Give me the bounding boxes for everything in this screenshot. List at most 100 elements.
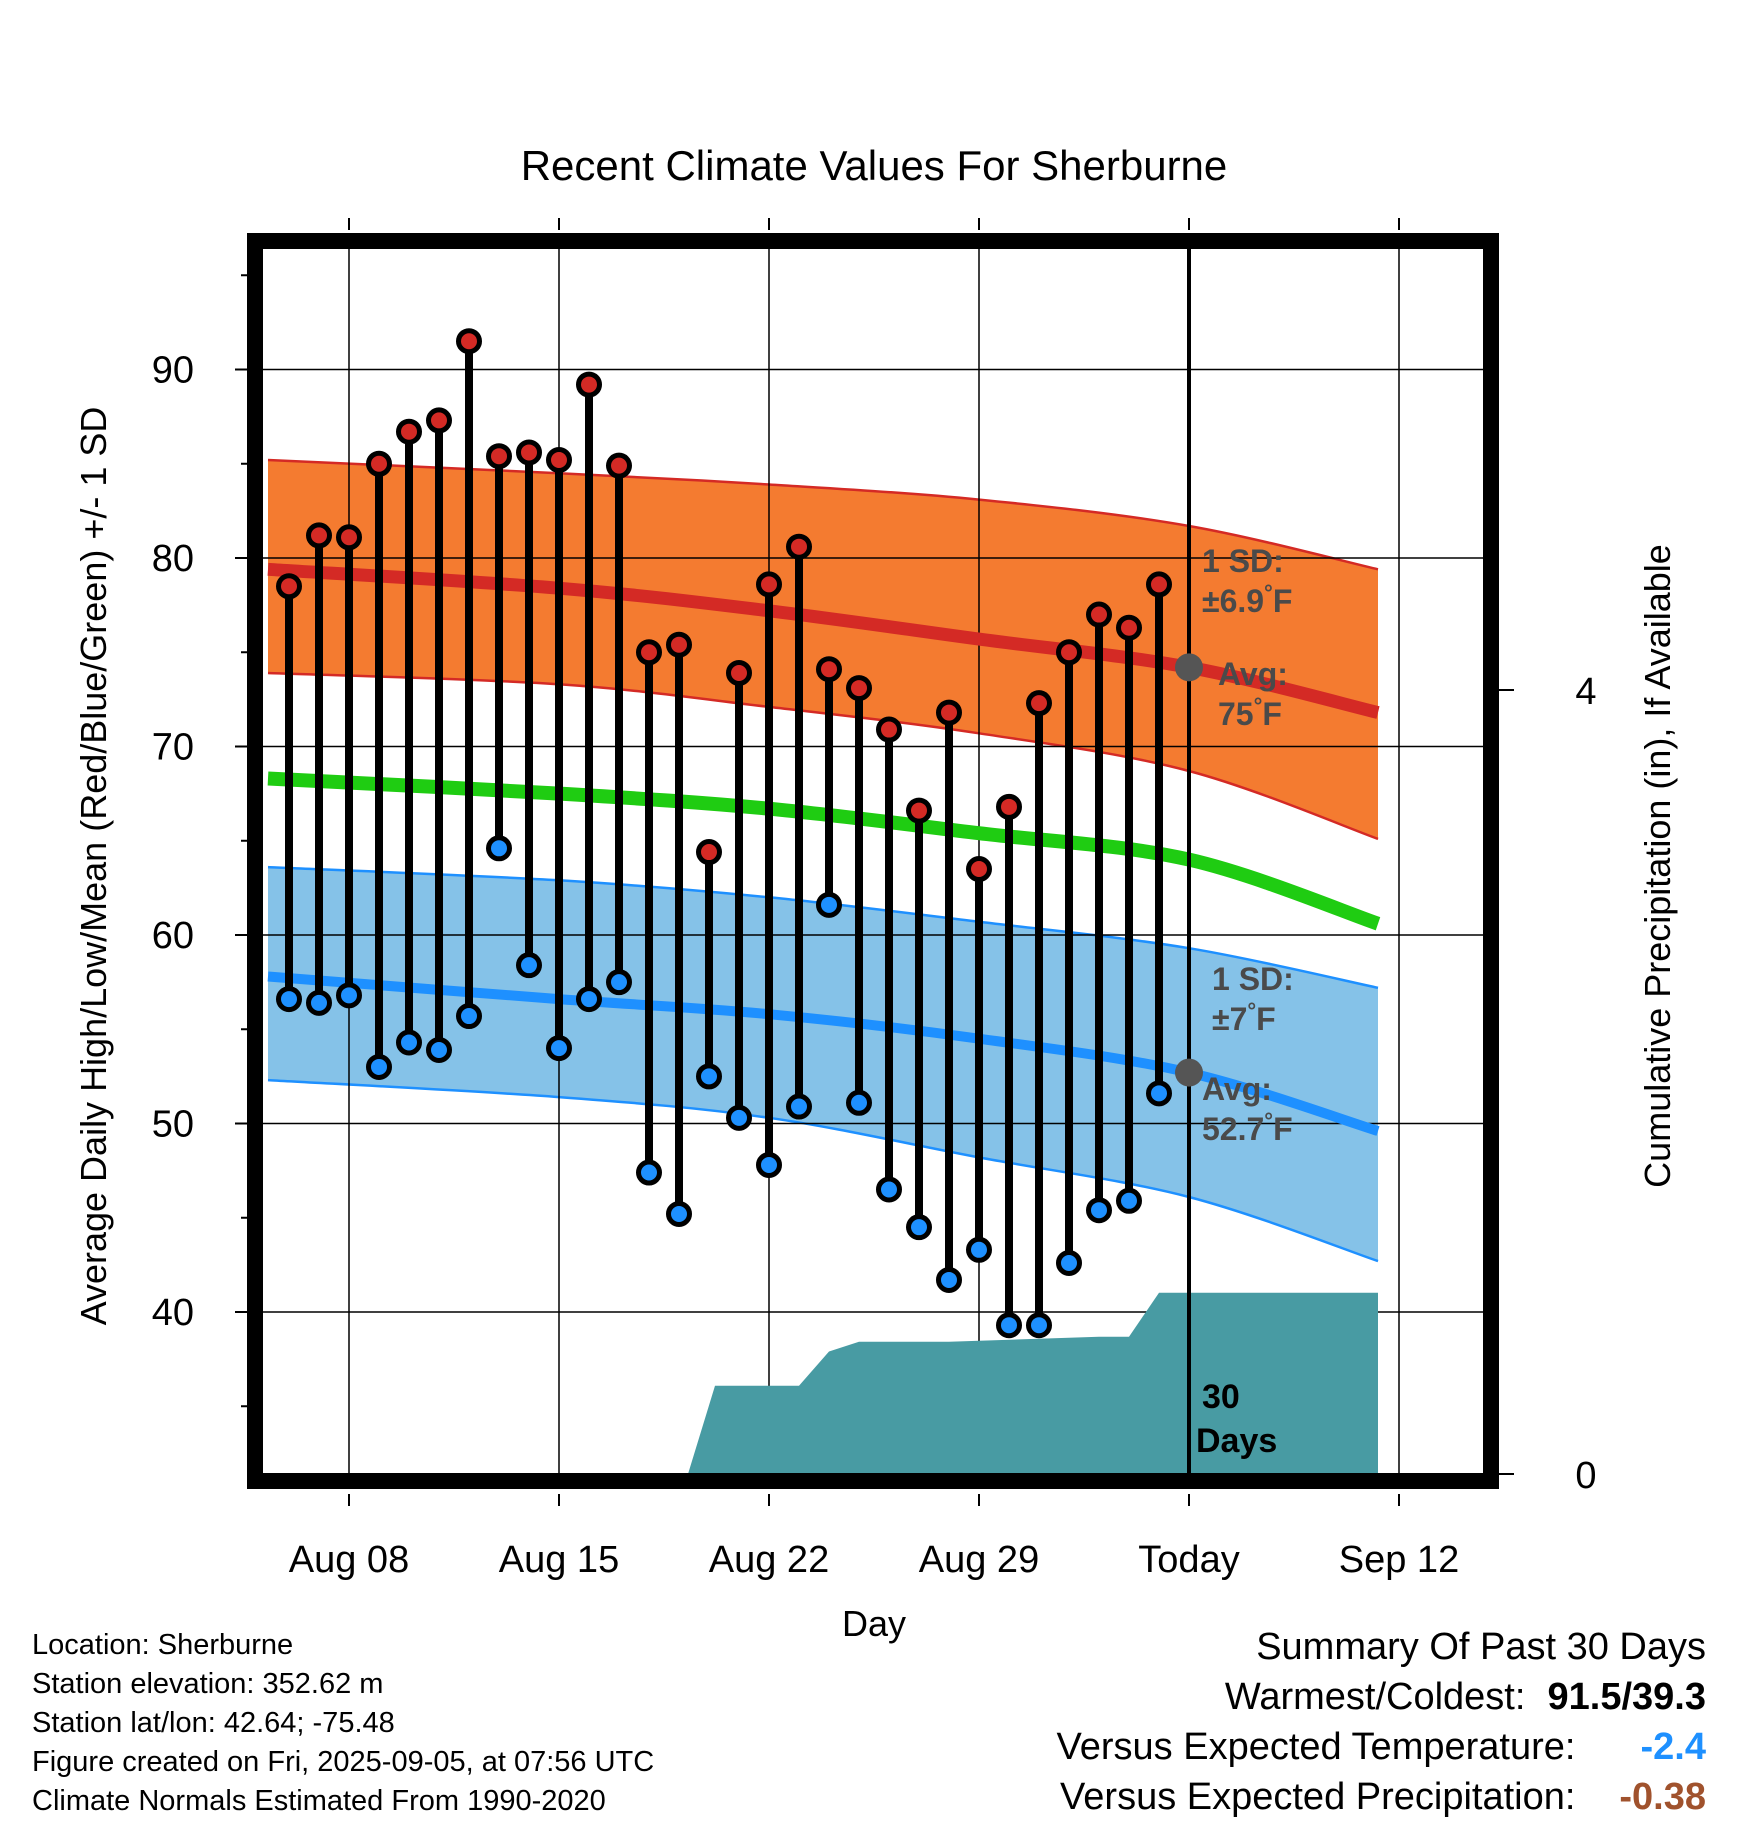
daily-high-point — [606, 452, 632, 479]
station-latlon: Station lat/lon: 42.64; -75.48 — [32, 1707, 395, 1739]
daily-low-point — [576, 986, 602, 1013]
daily-high-point — [816, 656, 842, 683]
y-tick-label: 40 — [152, 1292, 194, 1334]
warm-cold-row: Warmest/Coldest: 91.5/39.3 — [1057, 1672, 1706, 1722]
daily-low-point — [786, 1093, 812, 1120]
daily-low-point — [396, 1029, 422, 1056]
warm-cold-value: 91.5/39.3 — [1547, 1676, 1706, 1718]
station-location: Location: Sherburne — [32, 1629, 294, 1661]
daily-high-point — [996, 793, 1022, 820]
y-tick-label: 80 — [152, 538, 194, 580]
x-tick-label: Sep 12 — [1339, 1539, 1459, 1581]
daily-low-point — [906, 1214, 932, 1241]
daily-high-point — [456, 328, 482, 355]
daily-high-point — [426, 407, 452, 434]
x-tick-label: Aug 08 — [289, 1539, 409, 1581]
daily-high-point — [966, 856, 992, 883]
daily-high-point — [576, 371, 602, 398]
climate-normals-note: Climate Normals Estimated From 1990-2020 — [32, 1785, 606, 1817]
normal-mean-line — [267, 771, 1381, 931]
daily-high-point — [696, 839, 722, 866]
today-high-avg-marker — [1175, 653, 1203, 682]
precip-label: Versus Expected Precipitation: — [1060, 1776, 1576, 1818]
daily-high-point — [306, 522, 332, 549]
daily-low-point — [366, 1053, 392, 1080]
daily-high-point — [666, 631, 692, 658]
daily-low-point — [1146, 1080, 1172, 1107]
days-label-number: 30 — [1202, 1378, 1240, 1416]
y2-tick-label: 4 — [1575, 671, 1596, 713]
high-sd-lower-line — [267, 671, 1379, 841]
x-tick-label: Aug 22 — [709, 1539, 829, 1581]
daily-high-point — [1086, 601, 1112, 628]
low-sd-upper-line — [267, 865, 1379, 990]
daily-high-point — [786, 533, 812, 560]
daily-high-point — [486, 443, 512, 470]
low-sd-band — [268, 867, 1378, 1262]
daily-low-point — [966, 1236, 992, 1263]
daily-high-point — [876, 716, 902, 743]
station-info: Location: Sherburne Station elevation: 3… — [32, 1626, 654, 1821]
high-sd-annotation-line2: ±6.9°F — [1202, 580, 1292, 619]
daily-low-point — [426, 1036, 452, 1063]
daily-low-point — [816, 891, 842, 918]
x-axis-label: Day — [842, 1603, 906, 1644]
daily-low-point — [936, 1266, 962, 1293]
high-sd-annotation-line1: 1 SD: — [1202, 543, 1284, 579]
daily-high-point — [1026, 690, 1052, 717]
daily-high-point — [276, 573, 302, 600]
y-tick-label: 70 — [152, 727, 194, 769]
daily-low-point — [456, 1003, 482, 1030]
high-sd-upper-line — [267, 458, 1379, 571]
y2-axis-label: Cumulative Precipitation (in), If Availa… — [1637, 544, 1678, 1188]
normal-low-line — [267, 971, 1380, 1136]
plot-frame — [247, 233, 1499, 1489]
daily-low-point — [846, 1089, 872, 1116]
daily-high-point — [756, 571, 782, 598]
warm-cold-label: Warmest/Coldest: — [1224, 1676, 1526, 1718]
daily-low-point — [336, 982, 362, 1009]
temp-label: Versus Expected Temperature: — [1056, 1726, 1576, 1768]
temp-row: Versus Expected Temperature: -2.4 — [1057, 1722, 1706, 1772]
daily-low-point — [876, 1176, 902, 1203]
precip-row: Versus Expected Precipitation: -0.38 — [1057, 1772, 1706, 1822]
daily-low-point — [516, 952, 542, 979]
daily-low-point — [756, 1151, 782, 1178]
daily-high-point — [726, 659, 752, 686]
daily-high-point — [846, 675, 872, 702]
daily-high-point — [1146, 571, 1172, 598]
daily-high-point — [516, 439, 542, 466]
today-low-avg-marker — [1175, 1058, 1203, 1087]
daily-low-point — [1026, 1312, 1052, 1339]
daily-high-point — [936, 699, 962, 726]
precip-area — [688, 1292, 1378, 1474]
daily-low-point — [546, 1035, 572, 1062]
y2-tick-label: 0 — [1575, 1455, 1596, 1497]
daily-high-point — [366, 450, 392, 477]
low-avg-annotation-line1: Avg: — [1202, 1071, 1272, 1107]
days-label-word: Days — [1196, 1422, 1277, 1460]
daily-low-point — [666, 1200, 692, 1227]
high-avg-annotation-line2: 75°F — [1218, 693, 1282, 732]
daily-low-point — [1116, 1187, 1142, 1214]
summary-panel: Summary Of Past 30 Days Warmest/Coldest:… — [1057, 1622, 1706, 1822]
chart-title: Recent Climate Values For Sherburne — [521, 142, 1228, 189]
daily-low-point — [636, 1159, 662, 1186]
x-tick-label: Aug 29 — [919, 1539, 1039, 1581]
precip-value: -0.38 — [1619, 1776, 1706, 1818]
low-sd-lower-line — [267, 1078, 1379, 1263]
daily-low-point — [306, 989, 332, 1016]
daily-low-point — [726, 1104, 752, 1131]
daily-high-point — [546, 446, 572, 473]
daily-high-point — [336, 524, 362, 551]
daily-low-point — [606, 969, 632, 996]
daily-high-point — [1056, 639, 1082, 666]
y-tick-label: 60 — [152, 915, 194, 957]
high-avg-annotation-line1: Avg: — [1218, 656, 1288, 692]
daily-low-point — [1086, 1197, 1112, 1224]
x-tick-label: Today — [1138, 1539, 1239, 1581]
temp-value: -2.4 — [1640, 1726, 1706, 1768]
